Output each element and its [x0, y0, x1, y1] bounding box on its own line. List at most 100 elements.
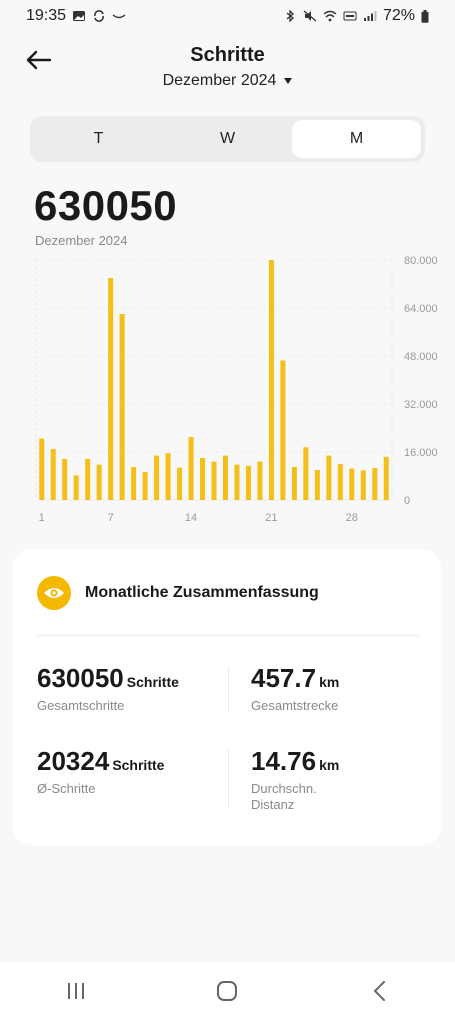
stat-avg-distance-value: 14.76: [251, 746, 317, 776]
chevron-left-icon: [374, 981, 386, 1001]
arrow-left-icon: [26, 50, 52, 70]
back-button[interactable]: [24, 48, 54, 72]
x-tick-label: 7: [108, 512, 114, 524]
tab-day[interactable]: T: [34, 120, 163, 158]
tab-week[interactable]: W: [163, 120, 292, 158]
tab-week-label: W: [219, 130, 236, 147]
stat-total-steps: 630050 Schritte Gesamtschritte: [37, 663, 179, 714]
x-tick-label: 1: [39, 512, 45, 524]
chart-bar: [154, 455, 160, 500]
battery-icon: [421, 9, 429, 23]
chart-bar: [211, 461, 217, 500]
image-icon: [73, 11, 86, 21]
chart-bar: [303, 447, 309, 500]
home-icon: [217, 981, 238, 1001]
chart-bar: [131, 467, 137, 500]
chart-bar: [96, 464, 102, 500]
tab-day-label: T: [93, 130, 104, 147]
chart-bar: [257, 461, 263, 500]
tab-month[interactable]: M: [292, 120, 421, 158]
y-tick-label: 48.000: [404, 351, 438, 363]
battery-percent: 72%: [382, 7, 415, 24]
recent-apps-button[interactable]: [46, 971, 106, 1011]
chart-bar: [337, 464, 343, 500]
status-time: 19:35: [26, 7, 67, 24]
summary-title: Monatliche Zusammenfassung: [85, 584, 319, 601]
stat-total-distance: 457.7 km Gesamtstrecke: [251, 663, 339, 714]
chart-bar: [372, 467, 378, 500]
stat-avg-distance: 14.76 km Durchschn. Distanz: [251, 746, 361, 813]
home-button[interactable]: [197, 971, 257, 1011]
chart-bar: [291, 467, 297, 500]
eye-icon: [44, 588, 64, 598]
stat-separator: [228, 667, 229, 713]
stat-avg-steps-value: 20324: [37, 746, 110, 776]
sync-icon: [94, 10, 104, 22]
period-tabs: T W M: [30, 116, 425, 162]
stat-total-distance-unit: km: [319, 674, 340, 690]
chart-bar: [62, 458, 68, 500]
total-date: Dezember 2024: [35, 233, 128, 248]
month-label: Dezember 2024: [162, 72, 277, 89]
chart-bar: [222, 455, 228, 500]
stat-avg-distance-label: Durchschn. Distanz: [251, 781, 317, 812]
summary-header: Monatliche Zusammenfassung: [37, 576, 319, 610]
page-title: Schritte: [190, 44, 265, 66]
stat-total-distance-label: Gesamtstrecke: [251, 698, 339, 713]
x-tick-label: 21: [265, 512, 277, 524]
y-tick-label: 16.000: [404, 447, 438, 459]
summary-divider: [37, 635, 419, 636]
stat-avg-steps: 20324 Schritte Ø-Schritte: [37, 746, 164, 797]
chart-bar: [39, 438, 45, 500]
chart-bar: [383, 456, 389, 500]
month-dropdown[interactable]: Dezember 2024: [0, 72, 455, 90]
signal-icon: [363, 11, 377, 21]
chart-bar: [234, 464, 240, 500]
status-left-icons: [72, 10, 126, 22]
total-steps-value: 630050: [34, 182, 178, 229]
steps-chart: 0 16.000 32.000 48.000 64.000 80.000 1 7 14 21 28: [0, 254, 455, 530]
status-right-icons: [283, 10, 377, 22]
status-left: 19:35: [26, 7, 126, 25]
stat-total-steps-unit: Schritte: [126, 674, 179, 690]
eye-icon-badge: [37, 576, 71, 610]
tab-month-label: M: [349, 130, 364, 147]
steps-bar-chart: 0 16.000 32.000 48.000 64.000 80.000 1 7 14 21 28: [35, 255, 438, 524]
wave-icon: [112, 14, 126, 19]
chart-bar: [50, 449, 56, 500]
chart-bar: [188, 437, 194, 500]
volte-icon: [343, 11, 357, 21]
stat-total-distance-value: 457.7: [251, 663, 317, 693]
mute-icon: [303, 10, 317, 22]
x-tick-label: 14: [185, 512, 197, 524]
header: Schritte Dezember 2024: [0, 40, 455, 100]
y-tick-label: 64.000: [404, 303, 438, 315]
chart-bar: [108, 278, 114, 500]
y-tick-label: 32.000: [404, 399, 438, 411]
wifi-icon: [323, 10, 337, 22]
system-back-button[interactable]: [349, 971, 409, 1011]
status-bar: 19:35 72%: [0, 0, 455, 32]
chart-bar: [165, 453, 171, 500]
chart-bar: [268, 260, 274, 500]
stat-total-steps-value: 630050: [37, 663, 124, 693]
stat-avg-distance-unit: km: [319, 757, 340, 773]
y-tick-label: 0: [404, 495, 410, 507]
chart-bar: [85, 458, 91, 500]
system-nav-bar: [0, 962, 455, 1020]
x-tick-label: 28: [346, 512, 358, 524]
chart-bar: [349, 468, 355, 500]
status-right: 72%: [283, 7, 429, 25]
recent-apps-icon: [67, 983, 84, 999]
caret-down-icon: [284, 77, 293, 84]
stat-avg-steps-unit: Schritte: [112, 757, 165, 773]
bluetooth-icon: [286, 10, 294, 22]
chart-bar: [73, 475, 79, 500]
chart-bar: [326, 455, 332, 500]
chart-bar: [177, 467, 183, 500]
chart-bar: [314, 470, 320, 500]
chart-bar: [280, 360, 286, 500]
chart-bar: [200, 458, 206, 500]
chart-bar: [142, 472, 148, 500]
chart-bar: [119, 314, 125, 500]
